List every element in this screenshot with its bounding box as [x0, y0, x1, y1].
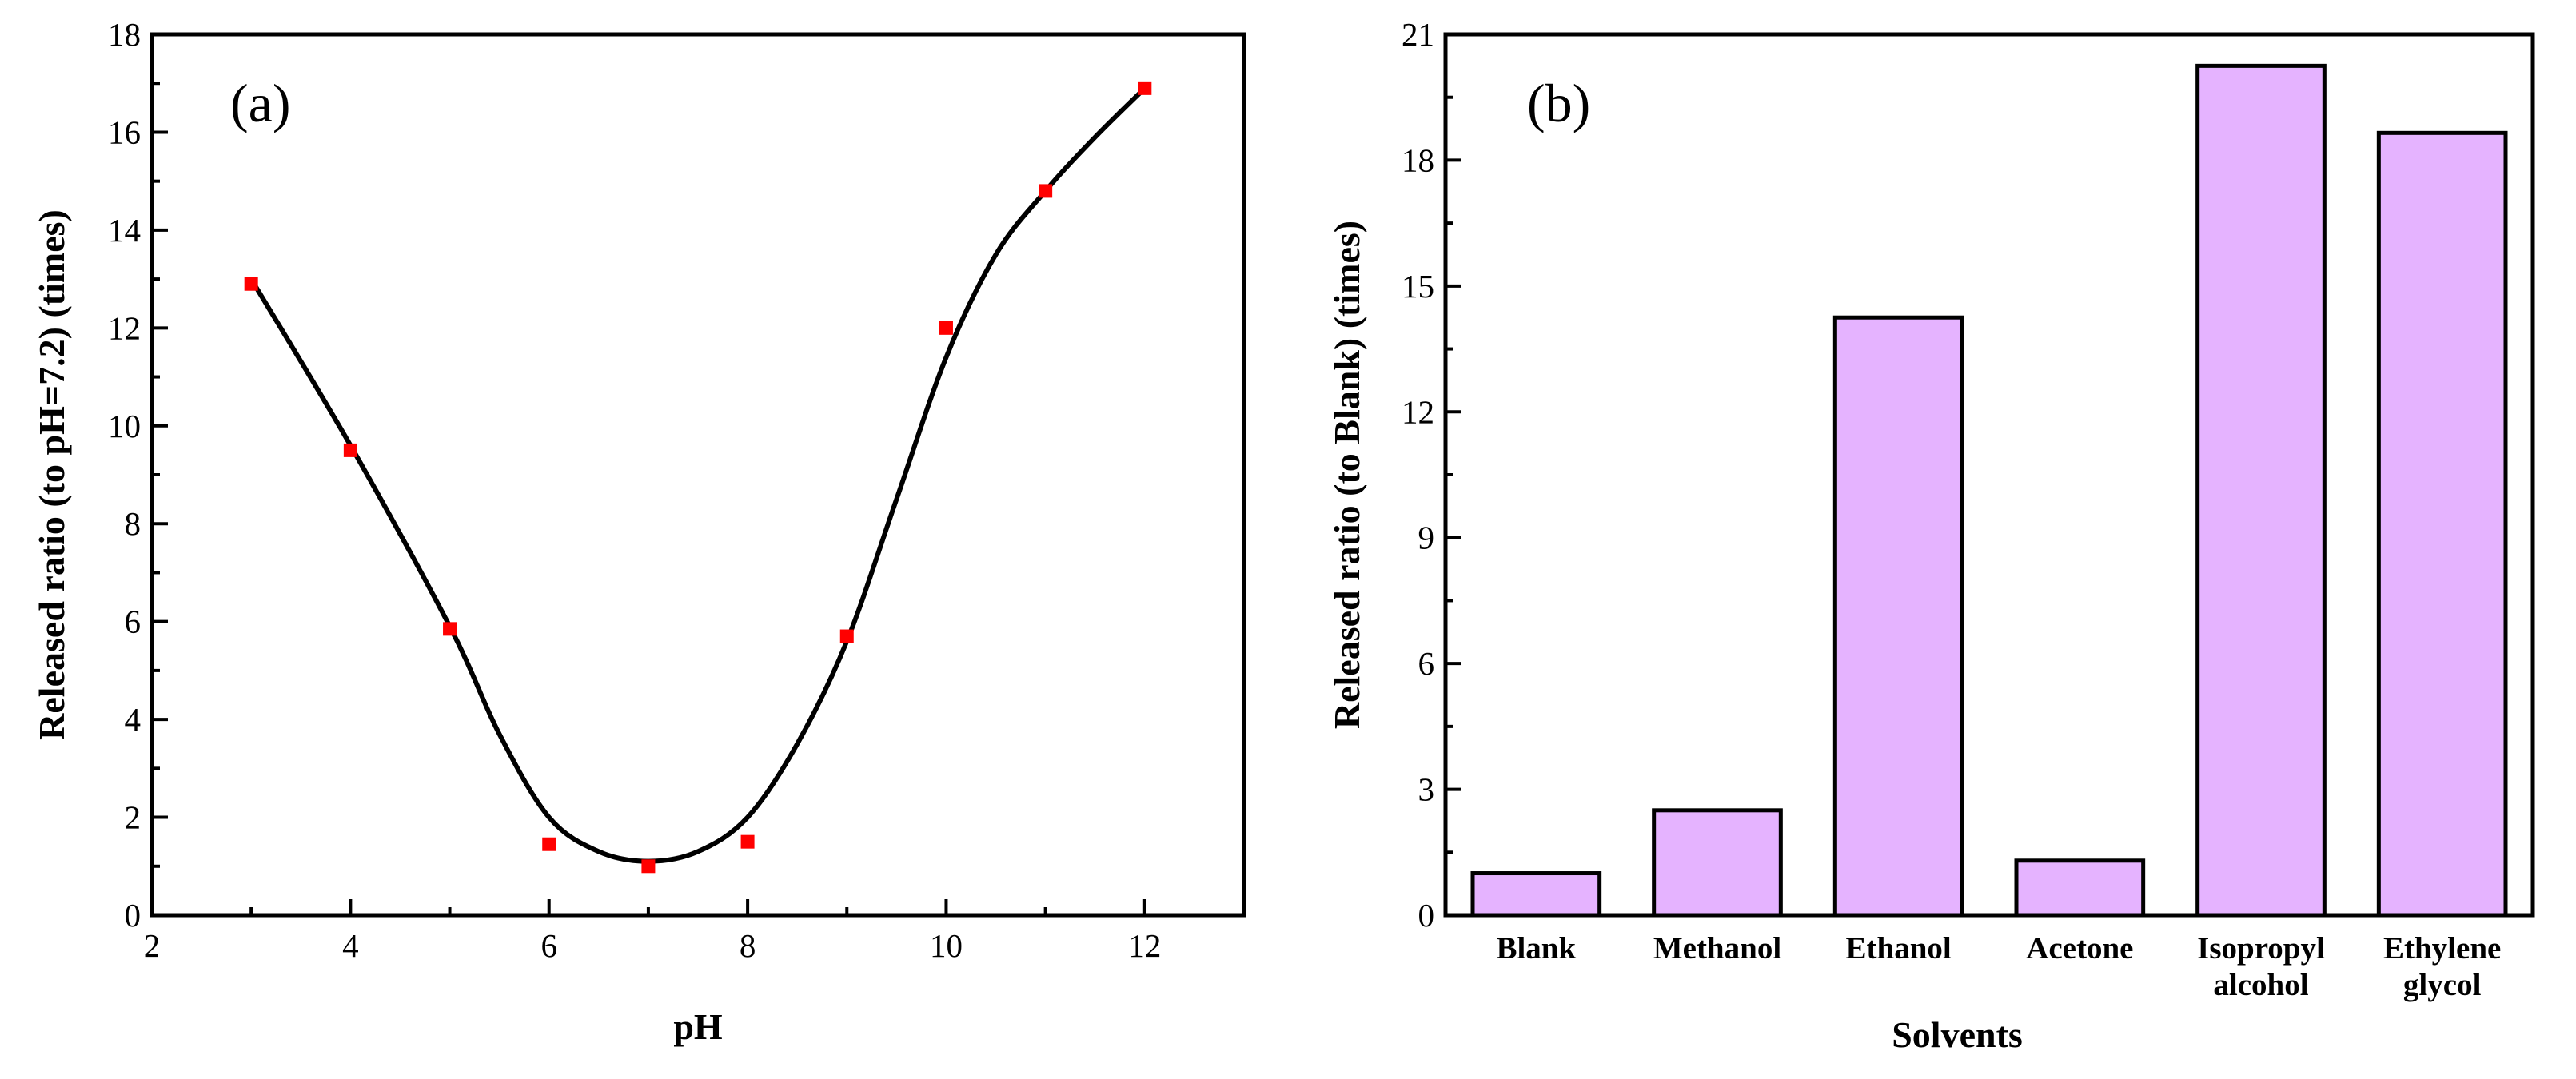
chart-a-y-tick-label: 14: [108, 212, 141, 249]
chart-a-y-tick-label: 10: [108, 408, 141, 444]
chart-a-x-tick-label: 12: [1128, 927, 1161, 964]
chart-a-y-tick-label: 6: [125, 603, 142, 640]
chart-b-bar: [1652, 808, 1783, 918]
chart-a-point: [244, 277, 258, 291]
chart-a-y-tick-label: 4: [125, 701, 142, 738]
chart-a-fit-line: [249, 86, 1147, 864]
chart-a-x-tick-label: 10: [930, 927, 963, 964]
chart-a-y-tick-label: 8: [125, 505, 142, 542]
chart-b-category-label: Ethylene glycol: [2383, 931, 2501, 1002]
chart-b-category-label: Blank: [1496, 931, 1576, 966]
chart-b-category-label: Isopropyl alcohol: [2197, 931, 2325, 1002]
chart-a-point: [740, 834, 755, 849]
chart-b-panel-label: (b): [1527, 73, 1590, 133]
chart-b-y-tick-label: 18: [1402, 141, 1434, 178]
chart-a-frame: [150, 32, 1246, 918]
chart-b-x-axis-title: Solvents: [1892, 1014, 2023, 1055]
chart-a-x-axis-title: pH: [673, 1006, 723, 1047]
chart-a-x-tick-label: 6: [540, 927, 557, 964]
chart-a-point: [1039, 184, 1053, 198]
chart-b-y-tick-label: 3: [1418, 771, 1435, 808]
chart-a-y-tick-label: 2: [125, 799, 142, 836]
chart-a-y-tick-label: 0: [125, 897, 142, 934]
chart-b-y-tick-label: 15: [1402, 268, 1434, 305]
chart-a-panel-label: (a): [230, 73, 290, 133]
chart-a-point: [1138, 81, 1152, 95]
chart-b-y-tick-label: 12: [1402, 393, 1434, 430]
chart-a-point: [343, 443, 357, 457]
chart-a-y-tick-label: 16: [108, 113, 141, 150]
chart-b-bar: [1832, 315, 1964, 918]
chart-b-category-labels: Blank Methanol Ethanol Acetone Isopropyl alco…: [1496, 931, 2501, 1002]
chart-b-y-tick-label: 0: [1418, 897, 1435, 934]
chart-a-point: [839, 629, 854, 643]
chart-b-bar: [2195, 63, 2327, 918]
chart-b-frame: [1443, 32, 2535, 918]
chart-a-y-tick-label: 12: [108, 309, 141, 346]
chart-a-points: [244, 81, 1152, 874]
chart-a-point: [939, 321, 953, 335]
chart-a-fit-curve: [249, 86, 1147, 864]
chart-b-bars: [1470, 63, 2508, 918]
chart-b-y-tick-label: 21: [1402, 16, 1434, 53]
chart-b-bar: [2014, 858, 2146, 918]
chart-a-point: [641, 859, 656, 874]
chart-a-point: [443, 622, 457, 636]
chart-a-x-tick-label: 2: [144, 927, 161, 964]
chart-b-y-axis-title: Released ratio (to Blank) (times): [1326, 221, 1367, 729]
chart-b-category-label: Methanol: [1653, 931, 1781, 966]
chart-a-x-tick-label: 8: [740, 927, 756, 964]
chart-b-bar: [2376, 130, 2508, 918]
chart-b-y-tick-label: 9: [1418, 520, 1435, 556]
chart-b-bar: [1470, 871, 1602, 918]
chart-b-category-label: Acetone: [2026, 931, 2133, 966]
chart-a-y-axis-title: Released ratio (to pH=7.2) (times): [31, 209, 72, 740]
chart-a-x-tick-label: 4: [342, 927, 359, 964]
chart-b: 0 3 6 9 12 15 18 21 Blank Methanol Ethanol Acetone…: [1326, 16, 2535, 1055]
chart-b-category-label: Ethanol: [1846, 931, 1952, 966]
chart-a-y-tick-label: 18: [108, 16, 141, 53]
chart-b-y-tick-label: 6: [1418, 645, 1435, 682]
chart-a-point: [542, 837, 556, 851]
